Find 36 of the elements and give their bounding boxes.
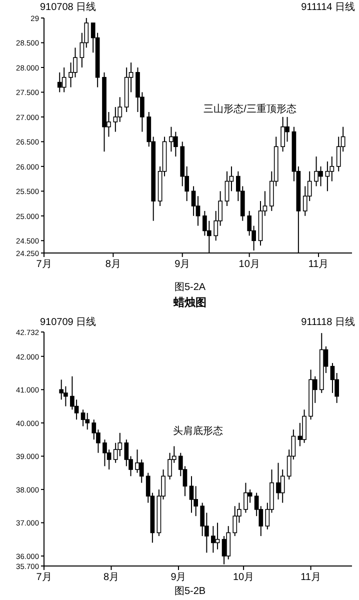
x-tick-label: 11月 <box>308 259 329 270</box>
candlestick <box>62 66 66 93</box>
annotation: 三山形态/三重顶形态 <box>204 103 296 115</box>
candlestick <box>302 409 306 444</box>
text: 911114 日线 <box>301 1 355 13</box>
text: 910708 日线 <box>40 1 96 13</box>
candlestick <box>325 160 330 192</box>
candlestick <box>215 522 220 550</box>
x-tick-label: 8月 <box>103 572 120 583</box>
x-tick-label: 11月 <box>300 572 321 583</box>
candlestick <box>124 439 129 467</box>
x-tick-label: 10月 <box>238 259 260 270</box>
x-tick-label: 7月 <box>36 572 52 583</box>
x-tick-label: 10月 <box>232 572 254 583</box>
x-tick-label: 9月 <box>174 259 190 270</box>
candlestick <box>189 476 194 514</box>
x-tick-label: 8月 <box>105 259 121 270</box>
candlestick <box>191 186 196 216</box>
candlestick <box>224 170 230 206</box>
text: 911118 日线 <box>301 316 355 328</box>
candlestick <box>80 409 86 427</box>
text: 910709 日线 <box>40 316 96 328</box>
x-tick-label: 9月 <box>170 572 186 583</box>
annotation: 头肩底形态 <box>173 425 223 437</box>
caption: 图5-2B <box>174 586 206 597</box>
candlestick <box>74 399 79 420</box>
candlestick <box>85 412 90 430</box>
caption: 图5-2A <box>174 282 206 293</box>
candlestick <box>244 482 248 514</box>
candlestick <box>211 526 216 554</box>
candlestick <box>232 506 238 537</box>
chart-title: 蜡烛图 <box>172 296 206 309</box>
candlestick <box>102 439 107 467</box>
candlestick <box>113 106 118 132</box>
candlestick <box>330 362 335 394</box>
x-tick-label: 7月 <box>36 259 52 270</box>
